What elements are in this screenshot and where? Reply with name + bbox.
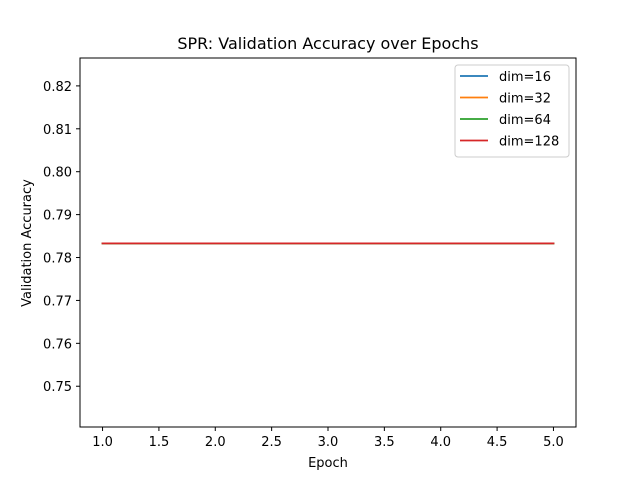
y-tick-label: 0.78 [43, 252, 72, 267]
x-axis-ticks: 1.0 1.5 2.0 2.5 3.0 3.5 4.0 4.5 5.0 [92, 427, 564, 450]
y-tick-label: 0.75 [43, 380, 72, 395]
y-axis-ticks: 0.75 0.76 0.77 0.78 0.79 0.80 0.81 0.82 [43, 80, 80, 395]
legend-label: dim=16 [499, 70, 551, 85]
y-tick-label: 0.80 [43, 166, 72, 181]
x-tick-label: 2.0 [205, 435, 226, 450]
x-tick-label: 1.5 [149, 435, 170, 450]
legend: dim=16 dim=32 dim=64 dim=128 [454, 64, 570, 158]
y-tick-label: 0.77 [43, 294, 72, 309]
x-tick-label: 2.5 [261, 435, 282, 450]
legend-label: dim=64 [499, 113, 551, 128]
x-tick-label: 3.0 [318, 435, 339, 450]
y-tick-label: 0.81 [43, 123, 72, 138]
axes: 1.0 1.5 2.0 2.5 3.0 3.5 4.0 4.5 5.0 0.75 0.76 0.77… [43, 80, 564, 450]
chart-title: SPR: Validation Accuracy over Epochs [177, 34, 478, 53]
legend-label: dim=32 [499, 92, 551, 107]
y-axis-label: Validation Accuracy [20, 179, 35, 307]
legend-box [454, 64, 570, 158]
x-tick-label: 3.5 [374, 435, 395, 450]
legend-label: dim=128 [499, 135, 559, 150]
x-axis-label: Epoch [308, 456, 348, 471]
y-tick-label: 0.82 [43, 80, 72, 95]
x-tick-label: 4.0 [430, 435, 451, 450]
y-tick-label: 0.76 [43, 337, 72, 352]
x-tick-label: 4.5 [487, 435, 508, 450]
x-tick-label: 5.0 [543, 435, 564, 450]
x-tick-label: 1.0 [92, 435, 113, 450]
y-tick-label: 0.79 [43, 209, 72, 224]
